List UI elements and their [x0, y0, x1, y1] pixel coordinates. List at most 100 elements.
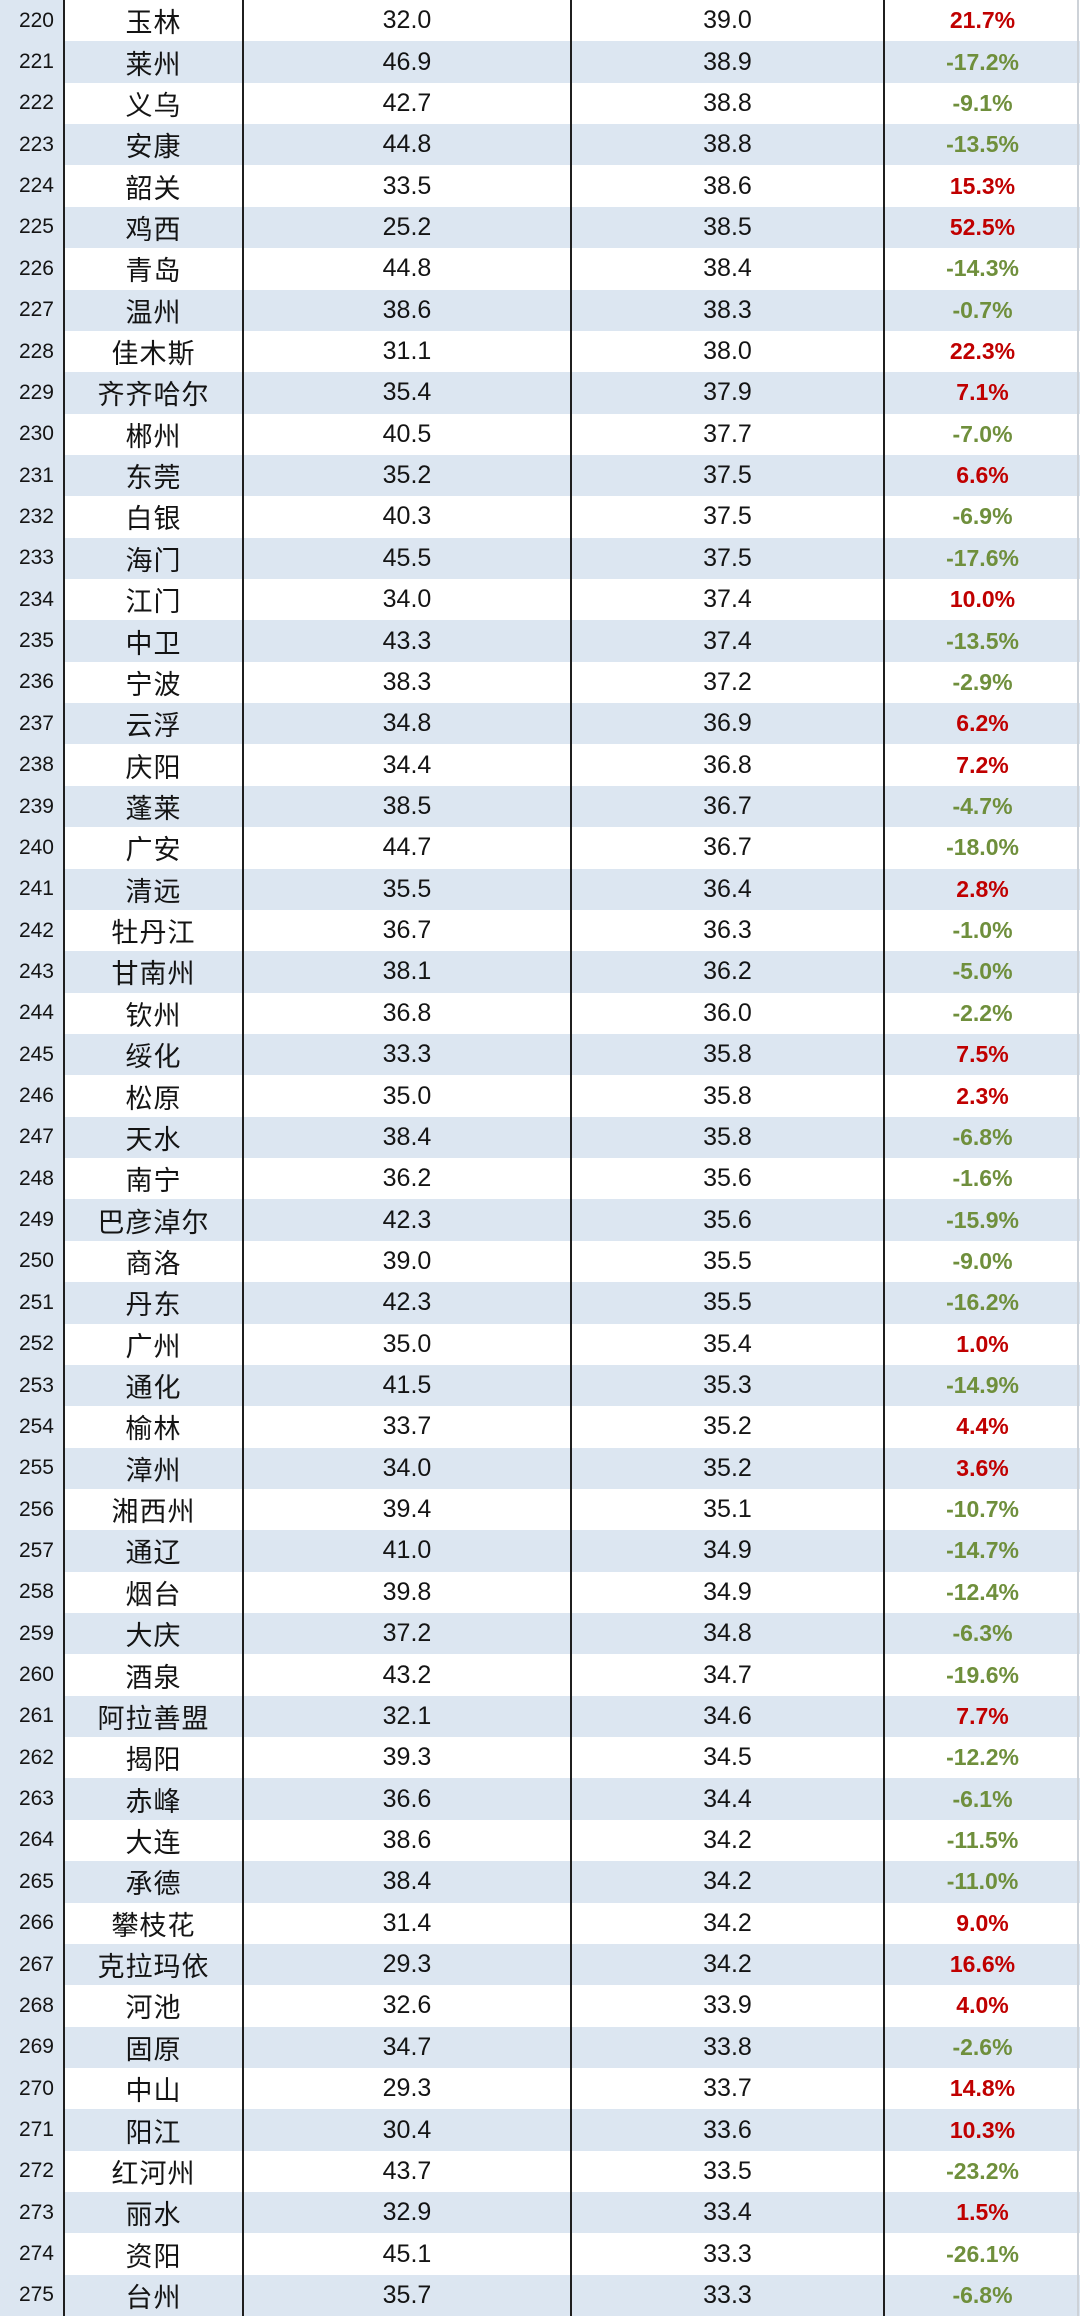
change-percent-cell: -15.9%	[946, 1206, 1019, 1233]
table-row: 275 台州 35.7 33.3 -6.8%	[0, 2274, 1080, 2316]
value1-cell: 36.6	[244, 1778, 572, 1820]
city-name-cell: 广安	[65, 827, 244, 869]
value2-cell: 37.7	[572, 413, 885, 455]
change-percent-cell: 7.2%	[956, 751, 1009, 778]
table-row: 239 蓬莱 38.5 36.7 -4.7%	[0, 785, 1080, 828]
city-name-cell: 红河州	[65, 2150, 244, 2193]
value1-cell: 34.4	[244, 744, 572, 786]
city-name-cell: 蓬莱	[65, 785, 244, 828]
city-name-cell: 云浮	[65, 703, 244, 745]
value2-cell: 33.4	[572, 2192, 885, 2234]
rank-cell: 224	[0, 165, 65, 207]
change-percent-cell: -13.5%	[946, 131, 1019, 158]
city-name-cell: 莱州	[65, 41, 244, 83]
rank-cell: 242	[0, 909, 65, 952]
city-name-cell: 宁波	[65, 661, 244, 704]
change-percent-cell: -12.4%	[946, 1578, 1019, 1605]
change-percent-cell: -13.5%	[946, 627, 1019, 654]
value2-cell: 36.3	[572, 909, 885, 952]
value2-cell: 36.8	[572, 744, 885, 786]
rank-cell: 247	[0, 1116, 65, 1159]
value2-cell: 36.4	[572, 868, 885, 910]
change-percent-cell: -2.2%	[952, 999, 1013, 1026]
change-percent-cell: -6.9%	[952, 503, 1013, 530]
change-percent-cell: 7.1%	[956, 379, 1009, 406]
city-name-cell: 白银	[65, 496, 244, 538]
rank-cell: 270	[0, 2067, 65, 2110]
value1-cell: 43.3	[244, 620, 572, 662]
city-name-cell: 攀枝花	[65, 1902, 244, 1944]
city-name-cell: 清远	[65, 868, 244, 910]
value2-cell: 35.5	[572, 1282, 885, 1324]
value2-cell: 34.8	[572, 1613, 885, 1655]
change-percent-cell: -26.1%	[946, 2240, 1019, 2267]
table-row: 268 河池 32.6 33.9 4.0%	[0, 1985, 1080, 2027]
rank-cell: 238	[0, 744, 65, 786]
table-row: 246 松原 35.0 35.8 2.3%	[0, 1075, 1080, 1117]
value1-cell: 43.2	[244, 1654, 572, 1696]
change-percent-cell: -11.0%	[946, 1868, 1019, 1895]
value2-cell: 34.2	[572, 1943, 885, 1986]
rank-cell: 251	[0, 1282, 65, 1324]
value2-cell: 36.9	[572, 703, 885, 745]
value2-cell: 35.6	[572, 1158, 885, 1200]
rank-cell: 225	[0, 206, 65, 249]
value2-cell: 33.3	[572, 2274, 885, 2316]
city-name-cell: 大庆	[65, 1613, 244, 1655]
rank-cell: 257	[0, 1530, 65, 1572]
rank-cell: 220	[0, 0, 65, 42]
rank-cell: 235	[0, 620, 65, 662]
value1-cell: 25.2	[244, 206, 572, 249]
value2-cell: 37.4	[572, 620, 885, 662]
table-row: 227 温州 38.6 38.3 -0.7%	[0, 289, 1080, 331]
change-percent-cell: 6.2%	[956, 710, 1009, 737]
city-name-cell: 松原	[65, 1075, 244, 1117]
change-percent-cell: 16.6%	[949, 1951, 1016, 1978]
city-name-cell: 湘西州	[65, 1488, 244, 1531]
change-percent-cell: 15.3%	[949, 172, 1016, 199]
rank-cell: 273	[0, 2192, 65, 2234]
table-row: 265 承德 38.4 34.2 -11.0%	[0, 1861, 1080, 1903]
value1-cell: 39.0	[244, 1240, 572, 1283]
value2-cell: 34.7	[572, 1654, 885, 1696]
value1-cell: 29.3	[244, 1943, 572, 1986]
change-percent-cell: -9.1%	[952, 89, 1013, 116]
city-name-cell: 赤峰	[65, 1778, 244, 1820]
change-percent-cell: -17.2%	[946, 48, 1019, 75]
rank-cell: 228	[0, 330, 65, 373]
value1-cell: 41.0	[244, 1530, 572, 1572]
value1-cell: 37.2	[244, 1613, 572, 1655]
value1-cell: 32.0	[244, 0, 572, 42]
value1-cell: 42.3	[244, 1199, 572, 1241]
value1-cell: 36.8	[244, 992, 572, 1034]
city-name-cell: 阿拉善盟	[65, 1695, 244, 1738]
value1-cell: 31.4	[244, 1902, 572, 1944]
value2-cell: 38.8	[572, 124, 885, 166]
value2-cell: 37.9	[572, 372, 885, 414]
city-name-cell: 台州	[65, 2274, 244, 2316]
city-name-cell: 青岛	[65, 248, 244, 290]
value2-cell: 38.6	[572, 165, 885, 207]
value2-cell: 35.2	[572, 1447, 885, 1489]
city-name-cell: 鸡西	[65, 206, 244, 249]
table-row: 241 清远 35.5 36.4 2.8%	[0, 868, 1080, 910]
value2-cell: 38.0	[572, 330, 885, 373]
value1-cell: 34.0	[244, 579, 572, 621]
rank-cell: 227	[0, 289, 65, 331]
table-row: 257 通辽 41.0 34.9 -14.7%	[0, 1530, 1080, 1572]
table-row: 254 榆林 33.7 35.2 4.4%	[0, 1406, 1080, 1448]
city-name-cell: 克拉玛依	[65, 1943, 244, 1986]
rank-cell: 272	[0, 2150, 65, 2193]
value2-cell: 35.3	[572, 1364, 885, 1407]
value2-cell: 35.5	[572, 1240, 885, 1283]
city-name-cell: 海门	[65, 537, 244, 580]
table-row: 243 甘南州 38.1 36.2 -5.0%	[0, 951, 1080, 993]
value2-cell: 33.8	[572, 2026, 885, 2068]
value1-cell: 34.8	[244, 703, 572, 745]
value1-cell: 44.8	[244, 124, 572, 166]
value2-cell: 33.5	[572, 2150, 885, 2193]
change-percent-cell: 7.7%	[956, 1702, 1009, 1729]
table-row: 223 安康 44.8 38.8 -13.5%	[0, 124, 1080, 166]
value1-cell: 35.7	[244, 2274, 572, 2316]
rank-cell: 253	[0, 1364, 65, 1407]
